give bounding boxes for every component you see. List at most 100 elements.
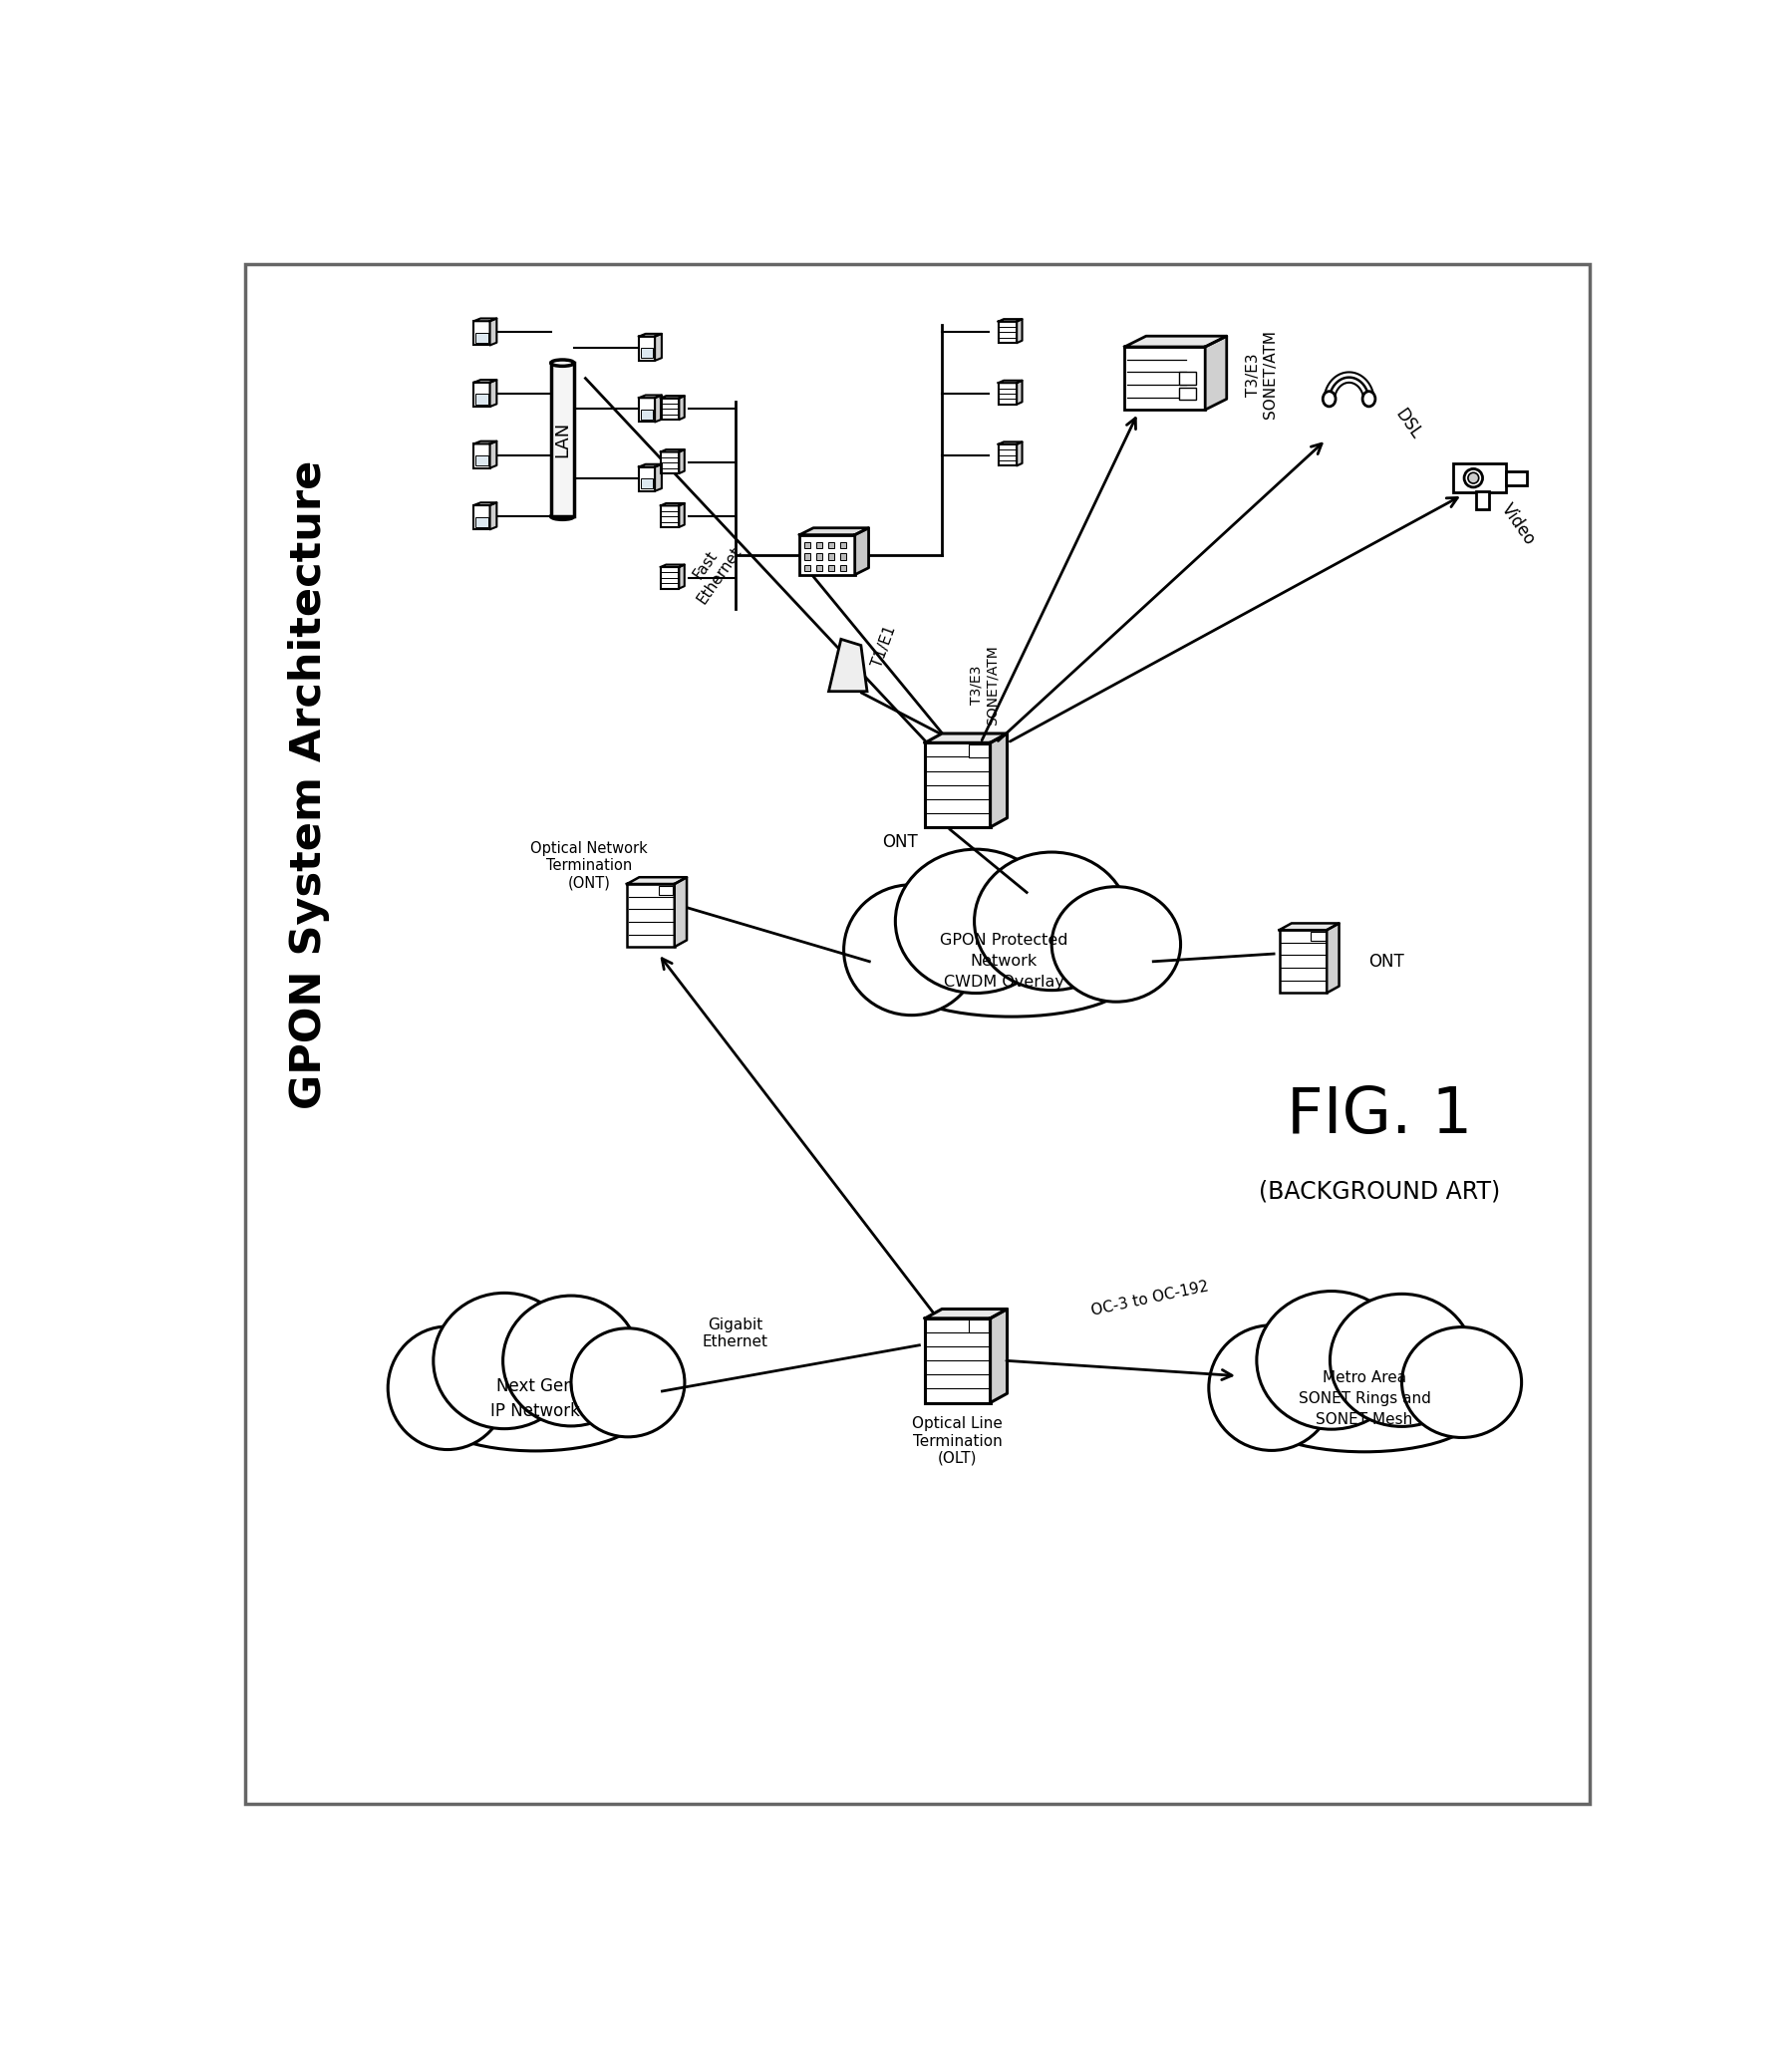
Bar <box>839 542 846 548</box>
Ellipse shape <box>973 851 1129 990</box>
Ellipse shape <box>1322 391 1335 407</box>
Polygon shape <box>638 464 661 466</box>
Polygon shape <box>828 638 867 692</box>
Ellipse shape <box>550 360 573 366</box>
Bar <box>638 397 654 421</box>
Bar <box>473 444 489 469</box>
Text: GPON Protected
Network
CWDM Overlay: GPON Protected Network CWDM Overlay <box>939 933 1068 990</box>
Polygon shape <box>659 565 685 567</box>
Polygon shape <box>679 395 685 419</box>
Ellipse shape <box>894 849 1055 992</box>
Polygon shape <box>1016 381 1021 405</box>
Polygon shape <box>1278 923 1339 931</box>
Bar <box>805 554 810 561</box>
Bar <box>659 399 679 419</box>
Polygon shape <box>1124 336 1226 348</box>
Ellipse shape <box>1362 391 1374 407</box>
Polygon shape <box>1326 923 1339 992</box>
Polygon shape <box>998 381 1021 383</box>
Bar <box>659 505 679 528</box>
Polygon shape <box>1016 442 1021 466</box>
Ellipse shape <box>428 1375 642 1451</box>
Bar <box>1124 348 1204 409</box>
Bar <box>638 336 654 360</box>
Bar <box>805 565 810 571</box>
Bar <box>969 1320 987 1332</box>
Ellipse shape <box>1251 1373 1477 1453</box>
Polygon shape <box>925 735 1007 743</box>
Ellipse shape <box>1330 1293 1473 1426</box>
Bar <box>1505 471 1527 485</box>
Polygon shape <box>998 442 1021 444</box>
Bar <box>640 479 652 489</box>
Ellipse shape <box>844 884 978 1015</box>
Text: Optical Line
Termination
(OLT): Optical Line Termination (OLT) <box>912 1416 1002 1465</box>
Polygon shape <box>989 735 1007 827</box>
Bar <box>815 554 823 561</box>
Polygon shape <box>659 503 685 505</box>
Text: FIG. 1: FIG. 1 <box>1287 1084 1471 1146</box>
Text: ONT: ONT <box>882 833 918 851</box>
Text: (BACKGROUND ART): (BACKGROUND ART) <box>1258 1181 1500 1203</box>
Bar <box>815 542 823 548</box>
Bar <box>839 554 846 561</box>
Polygon shape <box>489 503 496 530</box>
Bar <box>1177 372 1195 385</box>
Polygon shape <box>489 442 496 469</box>
Polygon shape <box>855 528 867 575</box>
Polygon shape <box>1016 319 1021 344</box>
Bar <box>475 395 487 405</box>
Polygon shape <box>473 503 496 505</box>
Ellipse shape <box>1052 886 1179 1003</box>
Polygon shape <box>654 395 661 421</box>
Bar <box>550 362 573 516</box>
Bar <box>473 321 489 346</box>
Bar <box>998 444 1016 466</box>
Bar <box>925 743 989 827</box>
Bar <box>815 565 823 571</box>
Polygon shape <box>473 381 496 383</box>
Polygon shape <box>679 450 685 473</box>
Bar <box>1310 931 1324 941</box>
Bar <box>638 466 654 491</box>
Polygon shape <box>799 528 867 534</box>
Polygon shape <box>627 878 686 884</box>
Ellipse shape <box>891 935 1131 1017</box>
Bar <box>475 518 487 528</box>
Ellipse shape <box>387 1326 507 1451</box>
Ellipse shape <box>550 514 573 520</box>
Bar <box>1278 931 1326 992</box>
Bar <box>640 409 652 419</box>
Bar <box>475 456 487 466</box>
Polygon shape <box>473 319 496 321</box>
Text: Next Gen
IP Network: Next Gen IP Network <box>491 1377 581 1420</box>
Bar <box>627 884 674 947</box>
Bar <box>998 383 1016 405</box>
Text: Video: Video <box>1496 499 1538 548</box>
Polygon shape <box>679 565 685 589</box>
Text: OC-3 to OC-192: OC-3 to OC-192 <box>1090 1279 1210 1320</box>
Polygon shape <box>679 503 685 528</box>
Text: Gigabit
Ethernet: Gigabit Ethernet <box>702 1318 767 1350</box>
Text: DSL: DSL <box>1391 405 1425 442</box>
Bar <box>1177 387 1195 399</box>
Polygon shape <box>659 450 685 452</box>
Bar <box>1475 491 1487 509</box>
Polygon shape <box>489 319 496 346</box>
Text: T3/E3
SONET/ATM: T3/E3 SONET/ATM <box>1245 329 1278 419</box>
Polygon shape <box>674 878 686 947</box>
Bar <box>658 886 672 894</box>
Bar <box>659 567 679 589</box>
Ellipse shape <box>502 1295 640 1426</box>
Ellipse shape <box>1401 1328 1521 1438</box>
Bar <box>925 1318 989 1404</box>
Polygon shape <box>473 442 496 444</box>
Bar <box>828 542 833 548</box>
Text: Metro Area
SONET Rings and
SONET Mesh: Metro Area SONET Rings and SONET Mesh <box>1297 1371 1430 1428</box>
Polygon shape <box>998 319 1021 321</box>
Polygon shape <box>1204 336 1226 409</box>
Bar <box>475 333 487 344</box>
Polygon shape <box>659 395 685 399</box>
Ellipse shape <box>434 1293 575 1428</box>
Ellipse shape <box>572 1328 685 1436</box>
